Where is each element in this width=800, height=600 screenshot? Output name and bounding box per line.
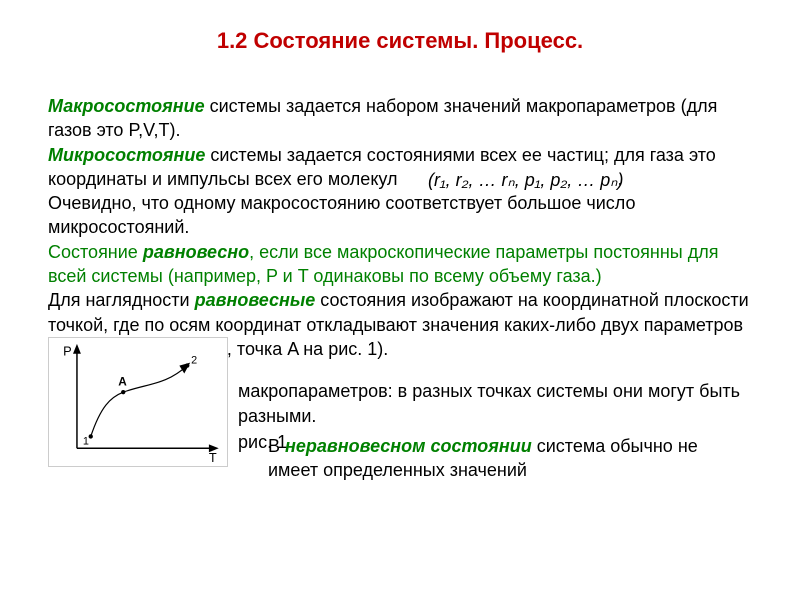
visual-prefix: Для наглядности bbox=[48, 290, 195, 310]
axis-label-t: T bbox=[209, 450, 217, 465]
point-label-a: A bbox=[118, 375, 127, 389]
section-title: 1.2 Состояние системы. Процесс. bbox=[48, 28, 752, 54]
obvious-text: Очевидно, что одному макросостоянию соот… bbox=[48, 193, 636, 237]
term-equilibrium-states: равновесные bbox=[195, 290, 316, 310]
micro-text-2: . bbox=[618, 169, 623, 189]
axis-label-p: P bbox=[63, 344, 72, 359]
figure-pt-diagram: P T 1 A 2 bbox=[48, 337, 228, 467]
body-text: (r₁, r₂, … rₙ, p₁, p₂, … pₙ) Макросостоя… bbox=[48, 94, 752, 361]
point-label-2: 2 bbox=[191, 355, 197, 367]
term-equilibrium: равновесно bbox=[143, 242, 249, 262]
equilibrium-prefix: Состояние bbox=[48, 242, 143, 262]
nonequilibrium-explain: макропараметров: в разных точках системы… bbox=[238, 379, 752, 428]
term-microstate: Микросостояние bbox=[48, 145, 205, 165]
term-macrostate: Макросостояние bbox=[48, 96, 205, 116]
point-label-1: 1 bbox=[83, 436, 89, 448]
formula-overlay: (r₁, r₂, … rₙ, p₁, p₂, … pₙ) bbox=[428, 168, 623, 192]
figure-caption: рис. 1 bbox=[238, 430, 752, 454]
